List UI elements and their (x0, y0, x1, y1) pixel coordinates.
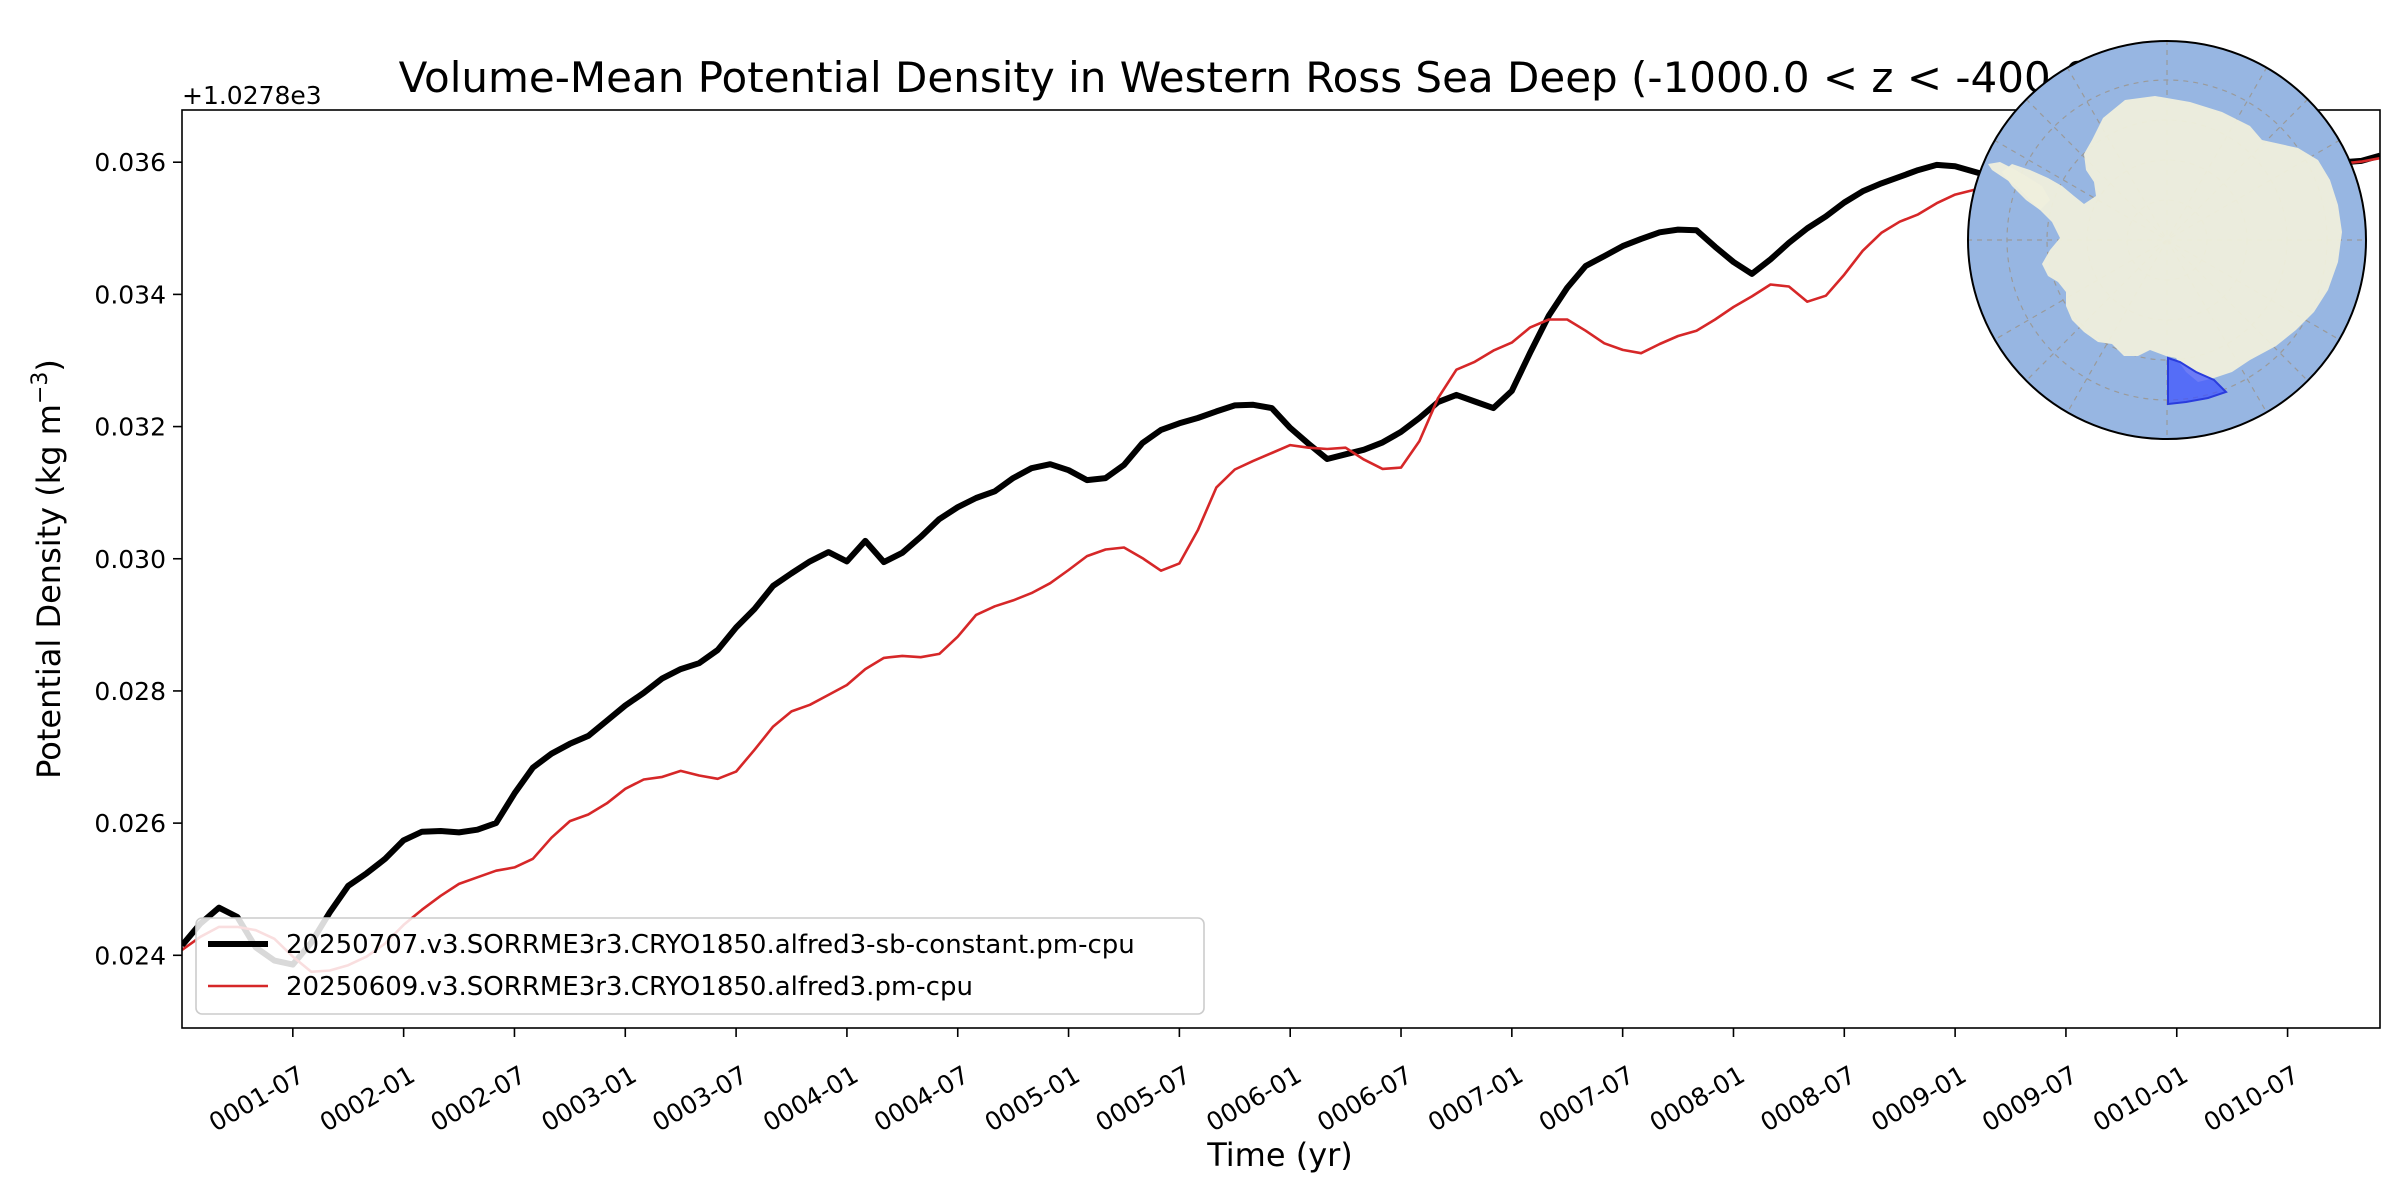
x-tick-label: 0006-07 (1312, 1060, 1417, 1137)
y-axis-label: Potential Density (kg m−3) (28, 359, 68, 779)
y-axis-label-close: ) (30, 359, 68, 371)
y-tick-label: 0.024 (94, 941, 166, 970)
x-tick-label: 0010-01 (2088, 1060, 2193, 1137)
y-tick-label: 0.028 (94, 677, 166, 706)
antarctic-peninsula (1988, 162, 2050, 210)
legend-box (195, 917, 1205, 1015)
x-tick-label: 0008-01 (1645, 1060, 1750, 1137)
x-tick-label: 0001-07 (204, 1060, 309, 1137)
legend-label-sb-constant: 20250707.v3.SORRME3r3.CRYO1850.alfred3-s… (286, 930, 1135, 960)
y-tick-label: 0.030 (94, 545, 166, 574)
x-tick-label: 0009-01 (1866, 1060, 1971, 1137)
western-ross-sea-region (2167, 356, 2228, 406)
y-offset-label: +1.0278e3 (182, 81, 322, 110)
y-tick-label: 0.036 (94, 148, 166, 177)
x-tick-label: 0008-07 (1756, 1060, 1861, 1137)
y-axis-label-sup: −3 (28, 372, 53, 404)
legend: 20250707.v3.SORRME3r3.CRYO1850.alfred3-s… (195, 917, 1205, 1015)
x-axis-ticks: 0001-07 0002-01 0002-07 0003-01 0003-07 0004-… (204, 1028, 2304, 1137)
legend-label-alfred3: 20250609.v3.SORRME3r3.CRYO1850.alfred3.p… (286, 972, 973, 1002)
x-tick-label: 0003-07 (647, 1060, 752, 1137)
x-tick-label: 0002-01 (315, 1060, 420, 1137)
chart-title: Volume-Mean Potential Density in Western… (399, 53, 2162, 102)
x-tick-label: 0005-07 (1091, 1060, 1196, 1137)
y-tick-label: 0.026 (94, 809, 166, 838)
x-tick-label: 0010-07 (2199, 1060, 2304, 1137)
x-tick-label: 0009-07 (1977, 1060, 2082, 1137)
globe-outline (1967, 40, 2367, 440)
x-tick-label: 0004-01 (758, 1060, 863, 1137)
x-tick-label: 0003-01 (537, 1060, 642, 1137)
x-tick-label: 0007-01 (1423, 1060, 1528, 1137)
x-tick-label: 0004-07 (869, 1060, 974, 1137)
inset-map-antarctica (1967, 40, 2367, 440)
x-tick-label: 0002-07 (426, 1060, 531, 1137)
y-axis-ticks: 0.024 0.026 0.028 0.030 0.032 0.034 0.036 (94, 148, 182, 970)
y-tick-label: 0.032 (94, 413, 166, 442)
x-tick-label: 0006-01 (1201, 1060, 1306, 1137)
x-tick-label: 0005-01 (980, 1060, 1085, 1137)
antarctica-landmass (2002, 96, 2342, 382)
axes-frame (181, 109, 2381, 1029)
x-tick-label: 0007-07 (1534, 1060, 1639, 1137)
x-axis-label: Time (yr) (1206, 1136, 1353, 1174)
y-axis-label-main: Potential Density (kg m (30, 404, 68, 779)
y-tick-label: 0.034 (94, 280, 166, 309)
